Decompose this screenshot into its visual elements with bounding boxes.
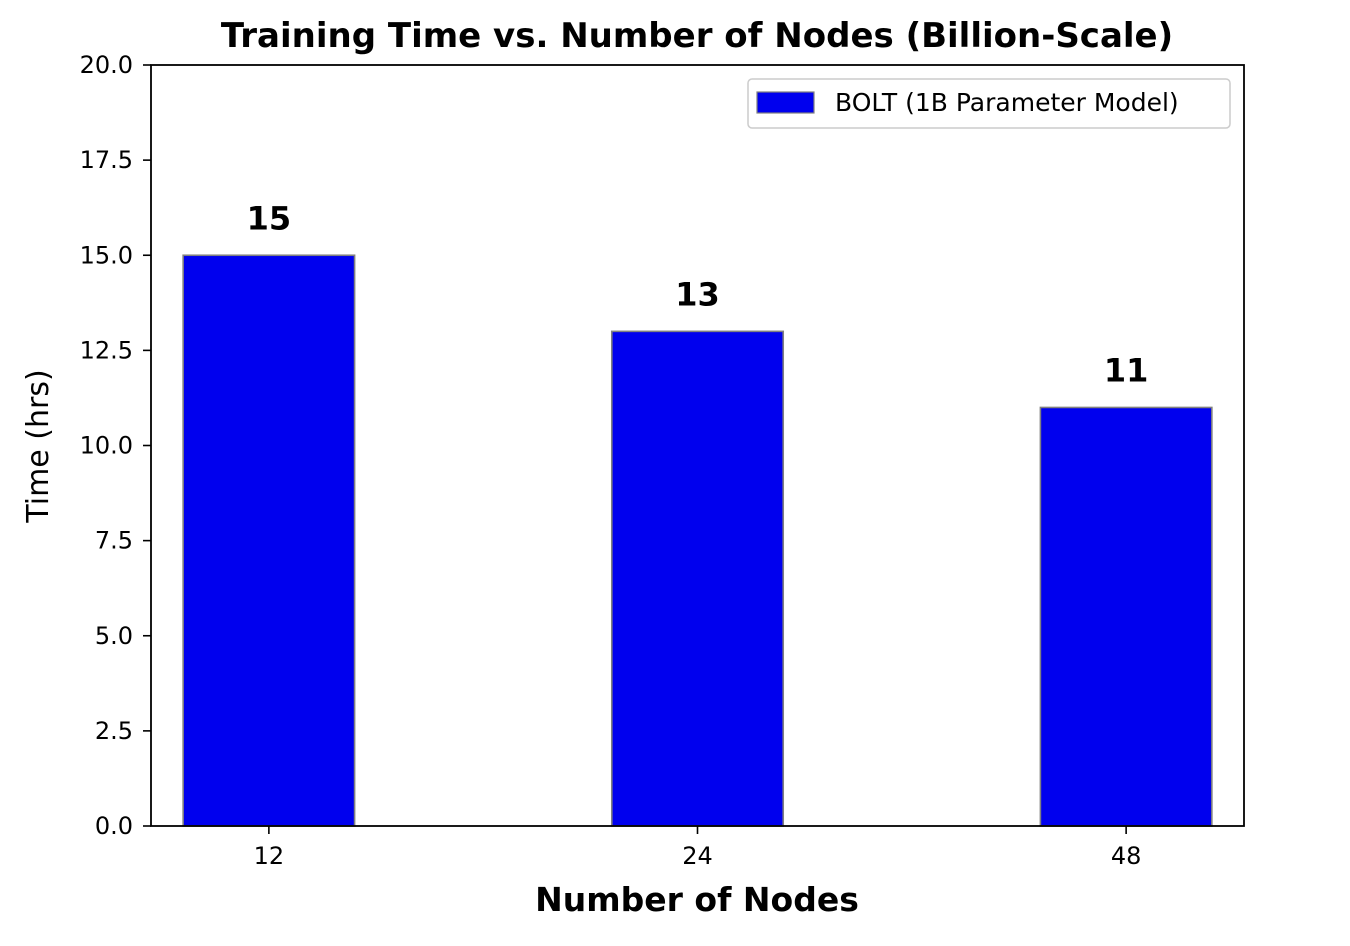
y-tick-label-6: 15.0 <box>80 241 133 269</box>
y-axis-label: Time (hrs) <box>21 369 56 523</box>
y-tick-label-5: 12.5 <box>80 336 133 364</box>
data-label-12: 15 <box>247 199 292 237</box>
legend-swatch <box>756 91 815 114</box>
bar-12 <box>182 254 356 827</box>
x-tick-label-24: 24 <box>682 842 713 870</box>
y-tick-label-7: 17.5 <box>80 146 133 174</box>
y-tick-label-4: 10.0 <box>80 432 133 460</box>
x-axis-label: Number of Nodes <box>535 880 859 919</box>
y-axis-ticks: 0.0 2.5 5.0 7.5 10.0 12.5 15.0 17.5 20.0 <box>80 51 151 840</box>
y-tick-label-1: 2.5 <box>95 717 133 745</box>
legend-box <box>747 78 1231 129</box>
data-label-24: 13 <box>675 275 720 313</box>
y-tick-label-3: 7.5 <box>95 527 133 555</box>
y-tick-label-8: 20.0 <box>80 51 133 79</box>
x-axis-ticks: 12 24 48 <box>254 826 1142 870</box>
data-labels-layer: 15 13 11 <box>247 199 1149 389</box>
legend: BOLT (1B Parameter Model) <box>747 78 1231 129</box>
bar-48 <box>1039 406 1213 827</box>
plot-frame <box>150 64 1245 827</box>
x-tick-label-12: 12 <box>254 842 285 870</box>
chart-title: Training Time vs. Number of Nodes (Billi… <box>221 16 1173 56</box>
y-tick-label-2: 5.0 <box>95 622 133 650</box>
bars-layer <box>182 254 1213 827</box>
x-tick-label-48: 48 <box>1111 842 1142 870</box>
y-tick-label-0: 0.0 <box>95 812 133 840</box>
legend-label: BOLT (1B Parameter Model) <box>835 88 1179 117</box>
data-label-48: 11 <box>1104 351 1149 389</box>
bar-24 <box>610 330 785 827</box>
